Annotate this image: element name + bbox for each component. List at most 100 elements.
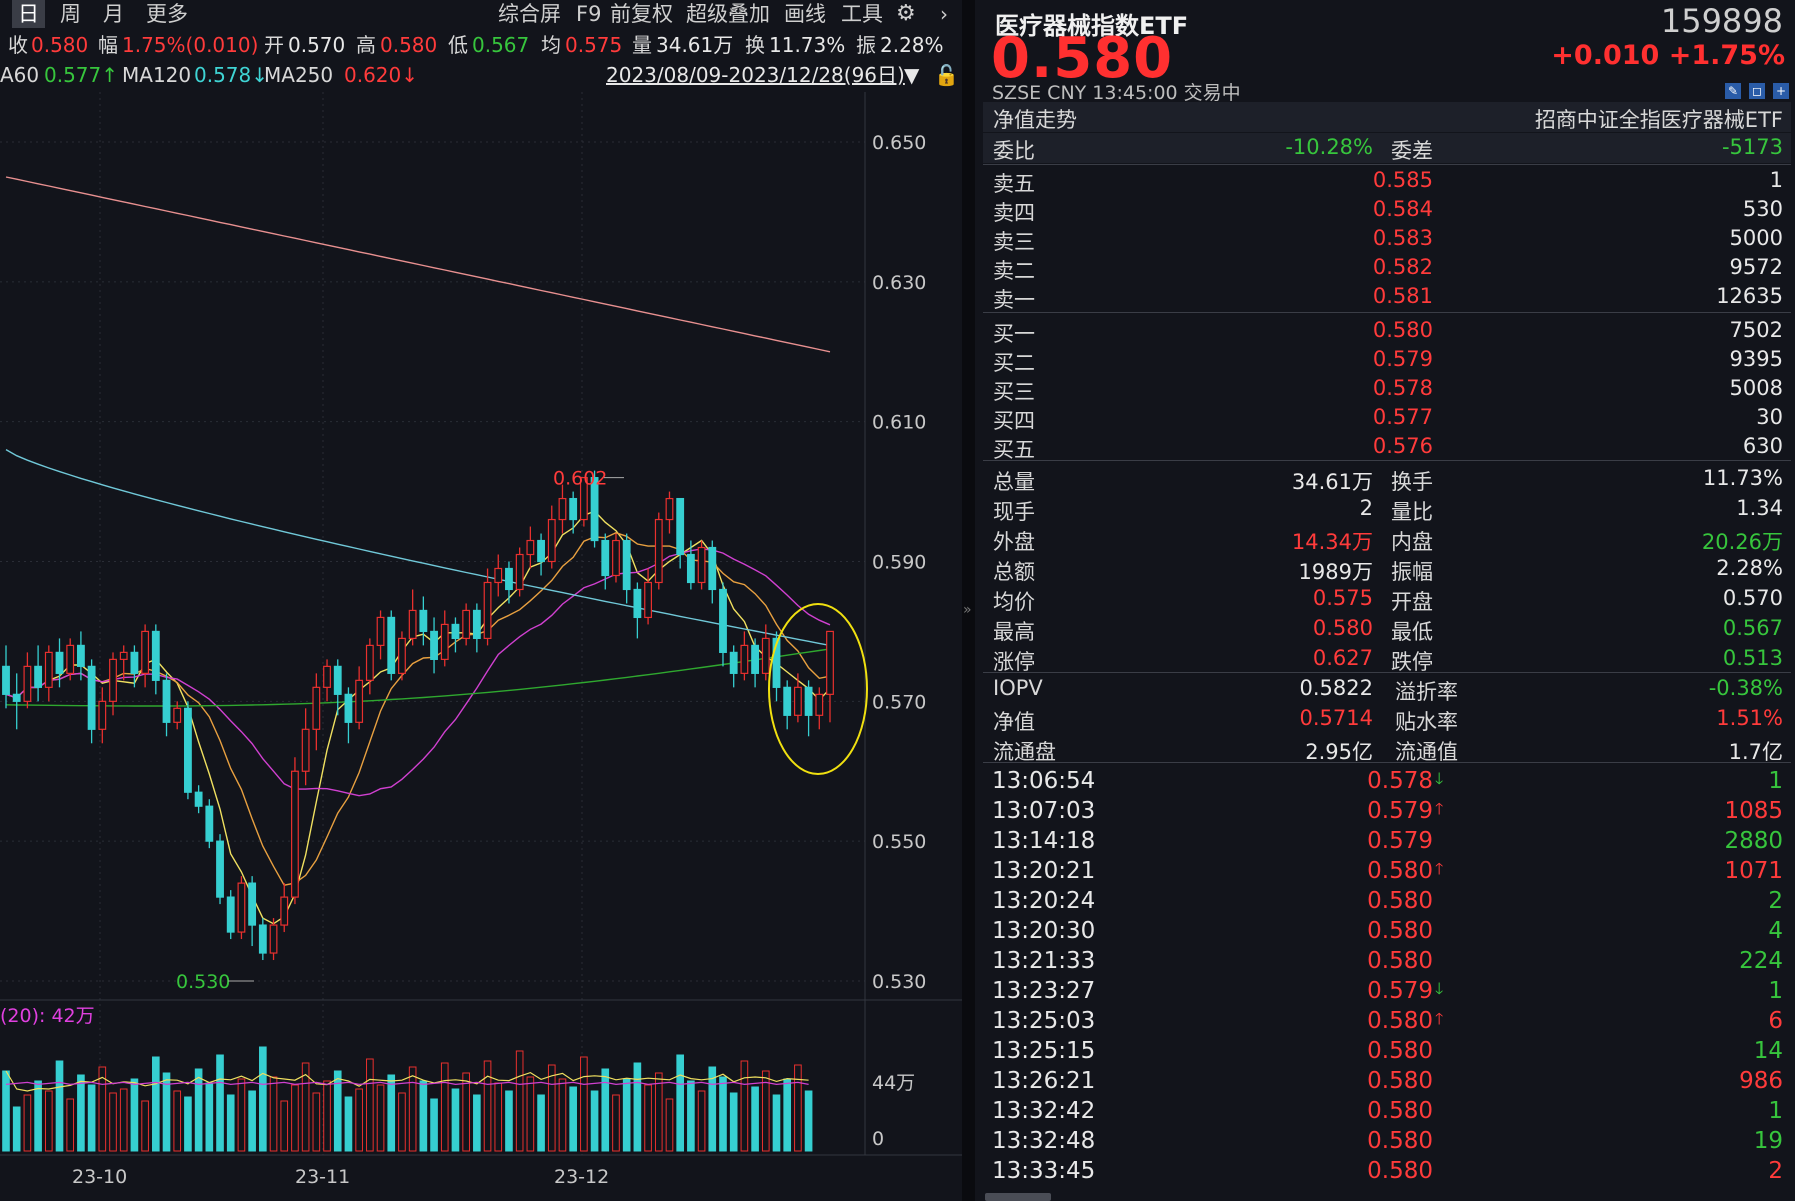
open-value: 0.570 [288,33,346,57]
volume-bar [783,1078,792,1152]
tick-volume: 1 [1768,978,1783,1004]
panel-divider[interactable]: » [962,0,975,1201]
tick-time: 13:26:21 [992,1068,1096,1094]
volume-bar [515,1050,524,1152]
gear-icon[interactable]: ⚙ [896,1,916,26]
stat-value: 1.34 [1736,496,1783,520]
ma250-label: MA250 [264,63,334,87]
bid-label: 买一 [993,322,1035,346]
menu-f9[interactable]: F9 [576,2,602,26]
high-marker: 0.602 [553,468,607,490]
volume-bar [569,1086,577,1152]
candle-body [258,924,267,954]
candle-body [130,651,139,674]
tab-daily[interactable]: 日 [12,0,45,28]
volume-bar [130,1078,139,1152]
volume-bar [162,1072,171,1152]
menu-super-overlay[interactable]: 超级叠加 [686,2,770,26]
lock-icon[interactable]: 🔓 [934,63,959,87]
stat-value: 11.73% [1702,466,1783,490]
volume-bar [301,1062,310,1152]
bid-label: 买四 [993,409,1035,433]
candle-body [248,882,257,926]
volume-bar [473,1094,481,1152]
edit-icon[interactable]: ✎ [1725,83,1741,99]
stat-label: 最高 [993,620,1035,644]
tab-monthly[interactable]: 月 [103,2,124,26]
kline-chart[interactable]: 0.650 0.630 0.610 0.590 0.570 0.550 0.530 23-10… [0,92,962,1201]
candle-body [34,665,43,688]
stat-label: 流通盘 [993,740,1056,764]
nav-trend-link[interactable]: 净值走势 [993,108,1077,132]
volume-bar [98,1066,107,1152]
tab-weekly[interactable]: 周 [60,2,81,26]
ma60-label: A60 [0,63,40,87]
security-code: 159898 [1660,2,1783,40]
candle-body [173,707,182,723]
volume-bar [419,1080,428,1152]
date-range[interactable]: 2023/08/09-2023/12/28(96日) [606,63,905,87]
ma60-value: 0.577↑ [44,63,119,87]
range-dropdown-icon[interactable]: ▼ [904,63,920,87]
candle-body [729,651,738,674]
ask-price: 0.584 [1372,197,1433,221]
ask-label: 卖四 [993,201,1035,225]
volume-bar [355,1088,363,1152]
volume-bar [152,1056,160,1152]
panel-icons: ✎ ◻ + [1717,80,1789,99]
window-icon[interactable]: ◻ [1749,83,1765,99]
arrow-down-icon: 🡓 [1435,979,1444,998]
candle-body [162,679,171,723]
menu-forward-adjust[interactable]: 前复权 [610,2,673,26]
candle-body [216,840,224,898]
tick-volume: 2880 [1724,828,1783,854]
stat-value: 0.5714 [1299,706,1373,730]
volume-bar [729,1092,738,1152]
volume-bar [291,1084,299,1152]
candle-body [740,644,749,674]
low-marker: 0.530 [176,971,230,993]
menu-tools[interactable]: 工具 [841,2,883,26]
volume-bar [676,1054,684,1152]
pct-label: 幅 [98,33,118,57]
chart-grid [0,92,962,1201]
stat-label: 溢折率 [1395,680,1458,704]
bid-volume: 9395 [1729,347,1783,371]
candle-body [804,686,813,716]
volume-bar [205,1082,214,1152]
candle-body [55,651,64,674]
candle-body [761,637,770,674]
arrow-up-icon: 🡑 [1435,859,1444,878]
candle-body [44,651,53,688]
ask-label: 卖一 [993,288,1035,312]
volume-bar [87,1084,96,1152]
menu-draw-line[interactable]: 画线 [784,2,826,26]
candle-body [419,609,428,633]
high-label: 高 [356,33,376,57]
volume-bar [751,1086,759,1152]
stat-label: 开盘 [1391,590,1433,614]
ask-volume: 530 [1742,197,1783,221]
scrollbar[interactable] [985,1193,1051,1201]
stat-value: -0.38% [1708,676,1783,700]
candle-body [483,581,492,640]
volume-bar [366,1058,374,1152]
candle-body [205,805,214,842]
chevron-right-icon[interactable]: › [940,2,948,26]
add-icon[interactable]: + [1773,83,1789,99]
volume-bar [333,1070,342,1152]
y-tick-label: 0.570 [872,691,926,713]
tick-price: 0.580 [1367,1128,1433,1154]
menu-composite-screen[interactable]: 综合屏 [498,2,561,26]
tick-price: 0.580 [1367,948,1433,974]
low-label: 低 [448,33,468,57]
candle-body [23,665,32,702]
divider [983,460,1791,461]
collapse-icon[interactable]: » [963,602,972,618]
y-tick-label: 0.590 [872,552,926,574]
tab-more[interactable]: 更多 [146,2,188,26]
candle-body [312,686,321,730]
stat-value: 1.51% [1716,706,1783,730]
volume-bar [697,1090,706,1152]
volume-bar [590,1090,599,1152]
